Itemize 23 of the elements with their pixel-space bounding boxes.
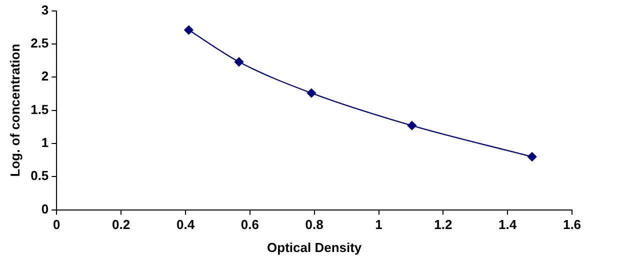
- x-tick-label: 0.8: [305, 217, 324, 232]
- point: [184, 25, 194, 35]
- x-tick-label: 1.2: [434, 217, 452, 232]
- x-tick-label: 0: [53, 217, 60, 232]
- x-tick-label: 1.4: [498, 217, 518, 232]
- point: [407, 120, 417, 130]
- y-tick-label: 0.5: [30, 168, 49, 184]
- y-axis-title: Log. of concentration: [7, 44, 22, 177]
- x-tick-label: 0.6: [240, 217, 259, 232]
- x-tick-label: 0.4: [176, 217, 196, 232]
- y-tick-label: 2.5: [30, 36, 49, 51]
- x-axis-title: Optical Density: [267, 240, 362, 255]
- point: [527, 152, 537, 162]
- point: [306, 88, 316, 98]
- x-tick-label: 1: [375, 217, 382, 232]
- point: [234, 57, 244, 66]
- y-tick-label: 2: [41, 68, 49, 84]
- y-tick-label: 1.5: [30, 102, 49, 117]
- y-tick-label: 1: [41, 135, 49, 150]
- x-tick-label: 0.2: [112, 217, 130, 232]
- y-tick-label: 3: [41, 2, 49, 18]
- x-tick-label: 1.6: [562, 217, 582, 232]
- y-tick-label: 0: [41, 201, 49, 216]
